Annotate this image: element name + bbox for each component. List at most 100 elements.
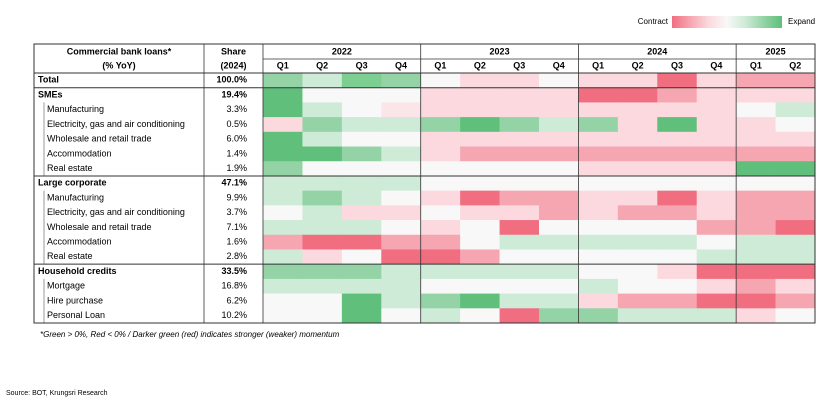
heat-cell — [617, 278, 658, 294]
row-label: Electricity, gas and air conditioning — [47, 207, 185, 217]
heat-cell — [696, 131, 737, 147]
heat-cell — [302, 278, 343, 294]
heat-cell — [539, 249, 579, 265]
heat-cell — [499, 131, 540, 147]
year: 2024 — [647, 46, 667, 56]
heat-cell — [460, 293, 500, 309]
heat-cell — [696, 308, 737, 324]
heat-cell — [341, 175, 382, 191]
heat-cell — [341, 190, 382, 206]
heat-cell — [302, 131, 343, 147]
heat-cell — [578, 249, 619, 265]
row-label: Wholesale and retail trade — [47, 134, 152, 144]
heat-cell — [302, 190, 343, 206]
share: 0.5% — [226, 119, 247, 129]
heat-cell — [736, 102, 776, 118]
heat-cell — [263, 146, 303, 162]
heat-cell — [302, 87, 343, 103]
heat-cell — [696, 190, 737, 206]
row-label: Total — [38, 75, 59, 85]
heat-cell — [263, 264, 303, 280]
heat-cell — [657, 175, 698, 191]
row-label: Hire purchase — [47, 295, 103, 305]
row-label: Personal Loan — [47, 310, 105, 320]
heat-cell — [381, 205, 422, 221]
heat-cell — [657, 205, 698, 221]
heat-cell — [499, 175, 540, 191]
heat-cell — [775, 146, 816, 162]
heat-cell — [539, 102, 579, 118]
heat-cell — [657, 220, 698, 236]
heat-cell — [539, 205, 579, 221]
heat-cell — [736, 308, 776, 324]
heat-cell — [341, 102, 382, 118]
heat-cell — [775, 234, 816, 250]
heat-cell — [302, 308, 343, 324]
heat-cell — [263, 175, 303, 191]
heat-cell — [420, 117, 461, 133]
heat-cell — [617, 190, 658, 206]
heat-cell — [696, 249, 737, 265]
quarter: Q4 — [395, 60, 407, 70]
heat-cell — [420, 161, 461, 177]
heat-cell — [420, 293, 461, 309]
heat-cell — [499, 308, 540, 324]
heat-cell — [617, 249, 658, 265]
heat-cell — [775, 131, 816, 147]
heat-cell — [420, 205, 461, 221]
heat-cell — [657, 249, 698, 265]
quarter: Q2 — [789, 60, 801, 70]
heat-cell — [381, 190, 422, 206]
quarter: Q2 — [316, 60, 328, 70]
heat-cell — [499, 73, 540, 89]
heat-cell — [302, 205, 343, 221]
heat-cell — [263, 102, 303, 118]
heat-cell — [657, 117, 698, 133]
heat-cell — [696, 220, 737, 236]
heat-cell — [736, 117, 776, 133]
heat-cell — [341, 220, 382, 236]
heat-cell — [736, 146, 776, 162]
heat-cell — [617, 102, 658, 118]
heat-cell — [460, 278, 500, 294]
heat-cell — [657, 102, 698, 118]
heat-cell — [696, 73, 737, 89]
heat-cell — [499, 87, 540, 103]
row-label: Mortgage — [47, 281, 85, 291]
heat-cell — [617, 308, 658, 324]
heat-cell — [696, 175, 737, 191]
heat-cell — [460, 205, 500, 221]
heat-cell — [578, 205, 619, 221]
row-label: Household credits — [38, 266, 117, 276]
year: 2022 — [332, 46, 352, 56]
heat-cell — [460, 146, 500, 162]
heat-cell — [736, 190, 776, 206]
heat-cell — [420, 102, 461, 118]
quarter: Q4 — [710, 60, 722, 70]
heat-cell — [263, 205, 303, 221]
heat-cell — [775, 190, 816, 206]
heat-cell — [736, 73, 776, 89]
heat-cell — [460, 308, 500, 324]
heat-cell — [263, 293, 303, 309]
heat-cell — [460, 117, 500, 133]
heat-cell — [499, 264, 540, 280]
share: 19.4% — [221, 89, 247, 99]
heat-cell — [302, 293, 343, 309]
heat-cell — [578, 73, 619, 89]
row-label: Accommodation — [47, 236, 112, 246]
heat-cell — [420, 308, 461, 324]
year: 2025 — [766, 46, 786, 56]
header-share: (2024) — [220, 60, 246, 70]
heat-cell — [578, 308, 619, 324]
heat-cell — [460, 87, 500, 103]
heat-cell — [302, 175, 343, 191]
heat-cell — [696, 205, 737, 221]
heat-cell — [736, 205, 776, 221]
heat-cell — [578, 117, 619, 133]
heat-cell — [775, 264, 816, 280]
heat-cell — [263, 87, 303, 103]
heat-cell — [499, 293, 540, 309]
heat-cell — [341, 131, 382, 147]
